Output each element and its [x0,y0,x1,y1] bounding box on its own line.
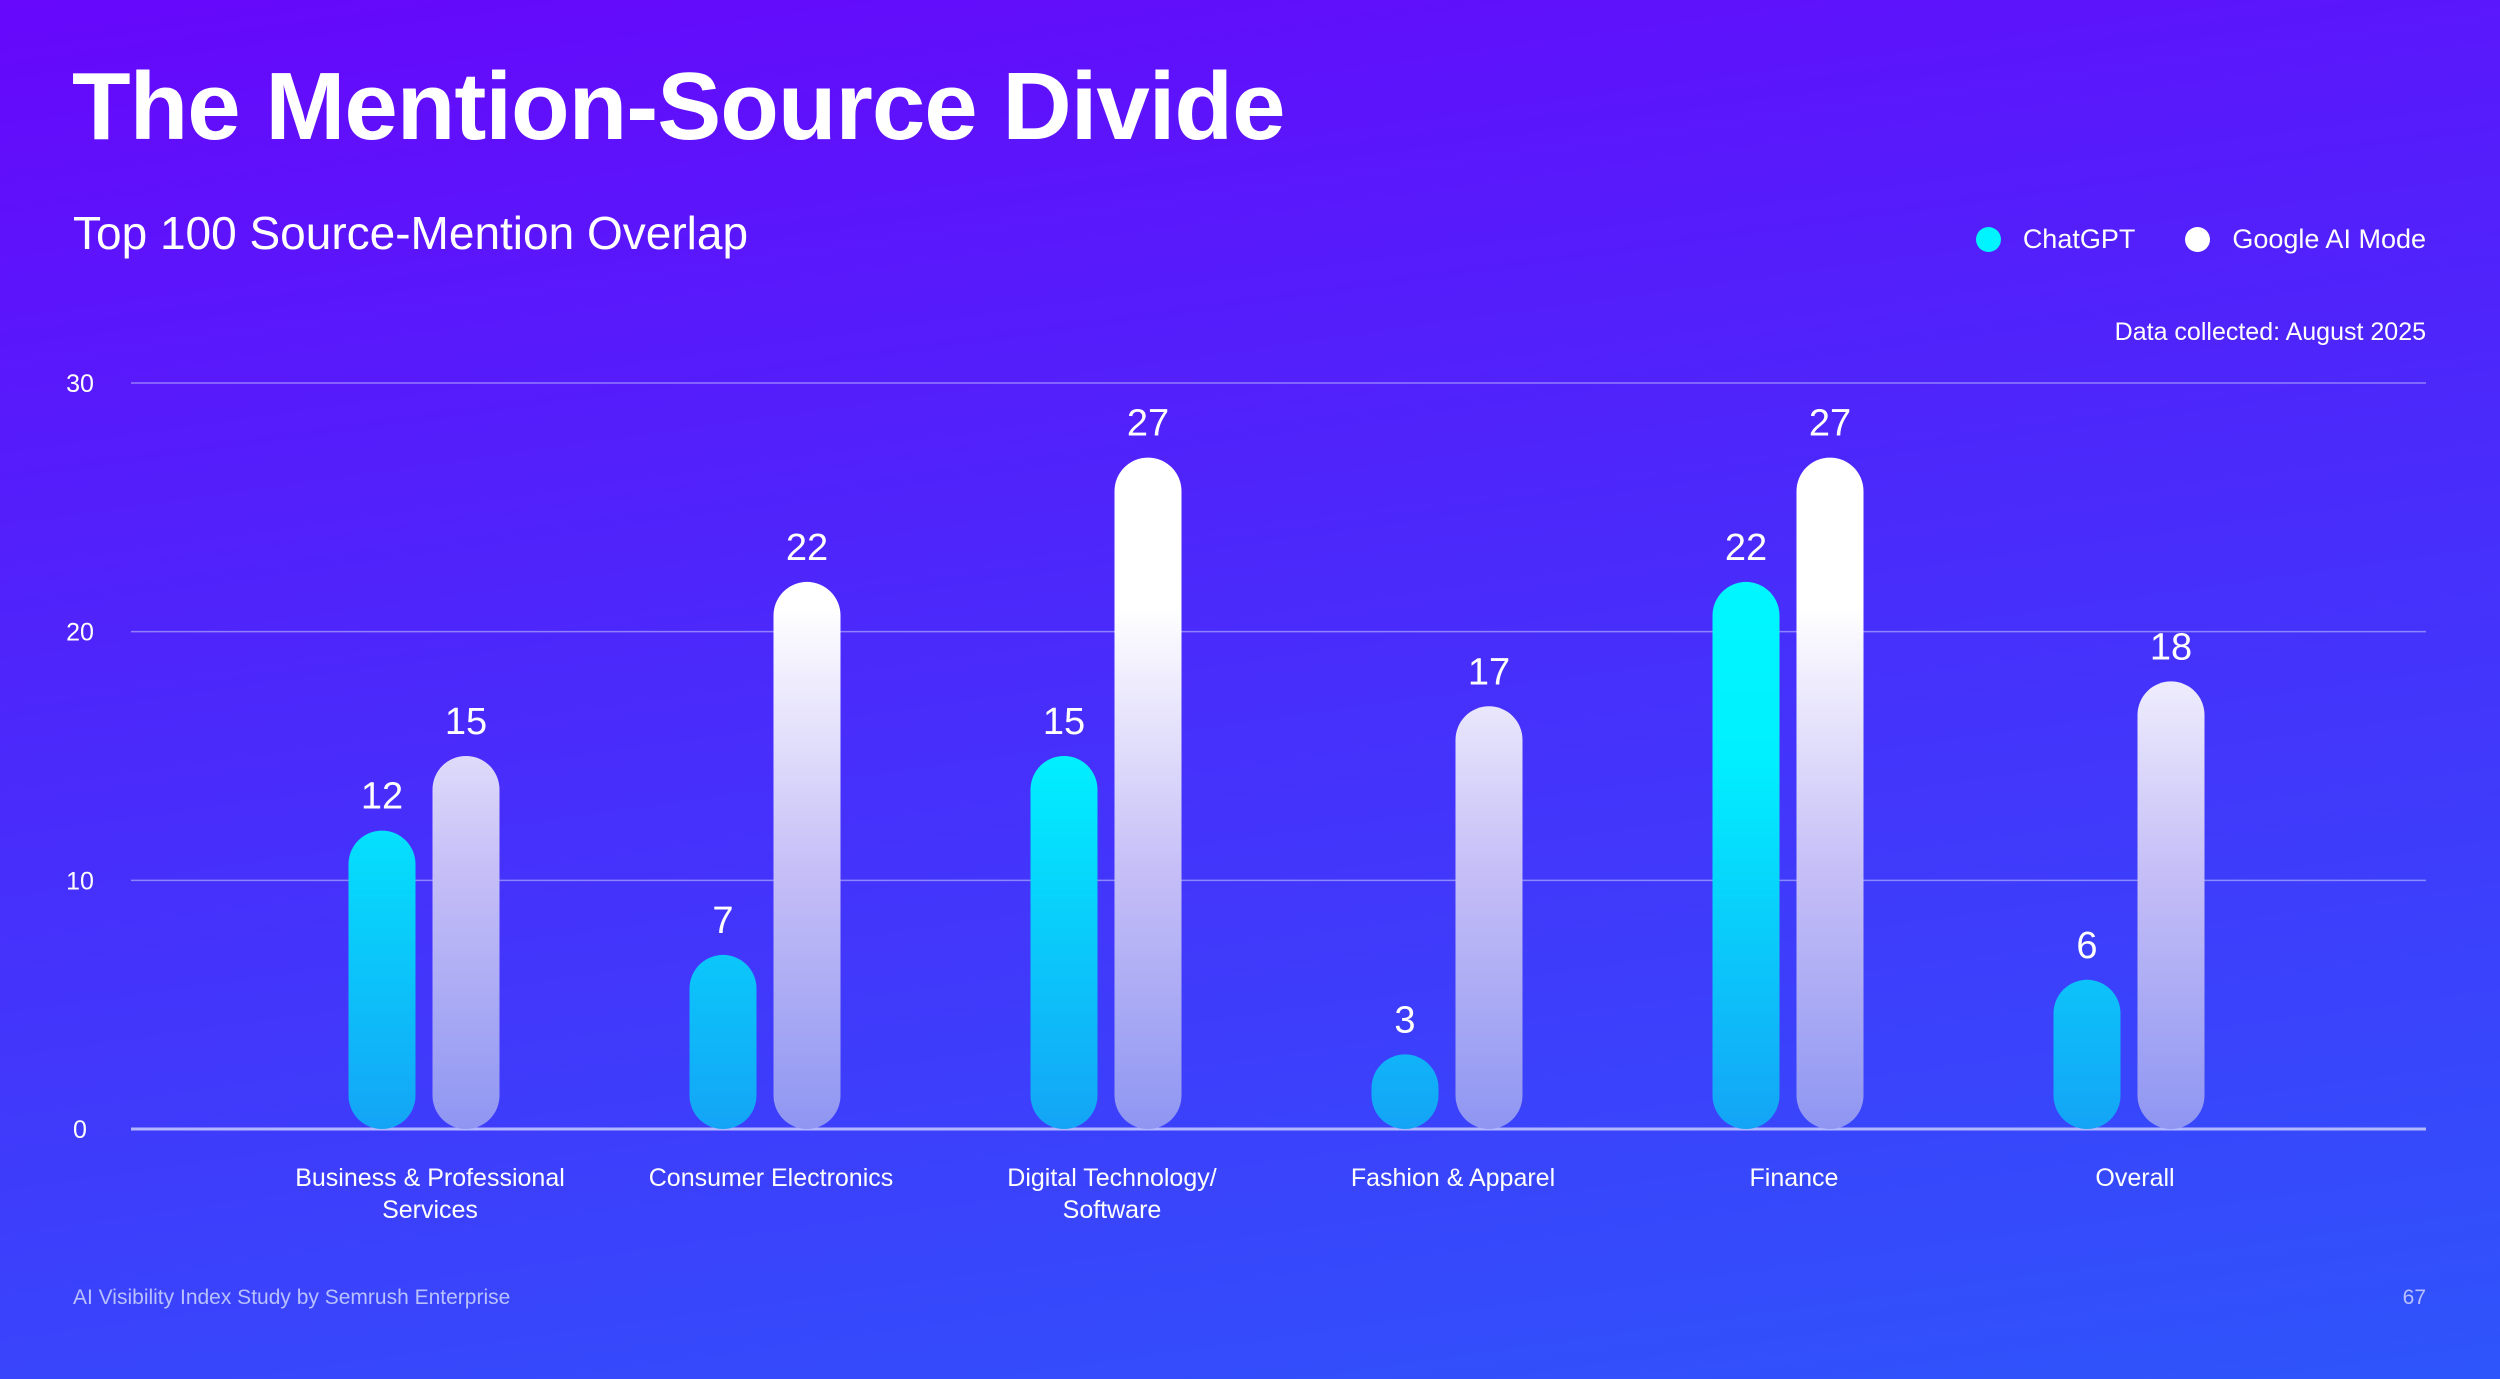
bar-google-2 [1114,457,1182,1130]
x-category-label: Overall [2095,1164,2174,1192]
bar-chatgpt-0 [348,830,416,1129]
bar-google-0 [432,756,500,1129]
legend-item-chatgpt: ChatGPT [1975,224,2136,255]
footer-credit: AI Visibility Index Study by Semrush Ent… [73,1286,511,1309]
x-category-label: Consumer Electronics [649,1164,894,1192]
bar-chatgpt-1 [689,954,757,1129]
bar-chatgpt-4 [1712,581,1780,1129]
y-tick-label: 10 [66,867,94,895]
legend-item-google: Google AI Mode [2185,224,2426,255]
y-tick-label: 30 [66,370,94,398]
data-label: 27 [1809,403,1851,445]
x-category-label: Services [382,1196,478,1224]
x-category-label: Software [1063,1196,1162,1224]
data-label: 17 [1468,651,1510,693]
y-tick-label: 20 [66,619,94,647]
data-label: 3 [1394,999,1415,1041]
x-category-label: Digital Technology/ [1007,1164,1216,1192]
bar-google-1 [773,581,841,1129]
data-collected-note: Data collected: August 2025 [2114,318,2426,346]
x-category-label: Fashion & Apparel [1351,1164,1555,1192]
data-label: 18 [2150,626,2192,668]
data-label: 6 [2076,925,2097,967]
data-label: 22 [1725,527,1767,569]
data-label: 7 [712,900,733,942]
page-title: The Mention-Source Divide [72,53,1285,160]
bar-google-4 [1796,457,1864,1130]
page-number: 67 [2402,1286,2426,1309]
data-label: 27 [1127,403,1169,445]
data-label: 12 [361,776,403,818]
bar-chatgpt-5 [2053,979,2121,1129]
chart-subtitle: Top 100 Source-Mention Overlap [73,207,749,259]
x-category-label: Business & Professional [295,1164,565,1192]
bar-google-5 [2137,681,2205,1129]
legend-dot-google [2185,227,2211,252]
chart-legend: ChatGPT Google AI Mode [1975,224,2426,255]
data-label: 15 [1043,701,1085,743]
legend-label-chatgpt: ChatGPT [2022,224,2136,254]
data-label: 22 [786,527,828,569]
bar-chatgpt-3 [1371,1054,1439,1129]
data-label: 15 [445,701,487,743]
legend-label-google: Google AI Mode [2232,224,2426,254]
x-category-label: Finance [1750,1164,1839,1192]
y-tick-label: 0 [73,1116,87,1144]
bar-google-3 [1455,706,1523,1129]
legend-dot-chatgpt [1975,227,2001,252]
bar-chatgpt-2 [1030,756,1098,1129]
